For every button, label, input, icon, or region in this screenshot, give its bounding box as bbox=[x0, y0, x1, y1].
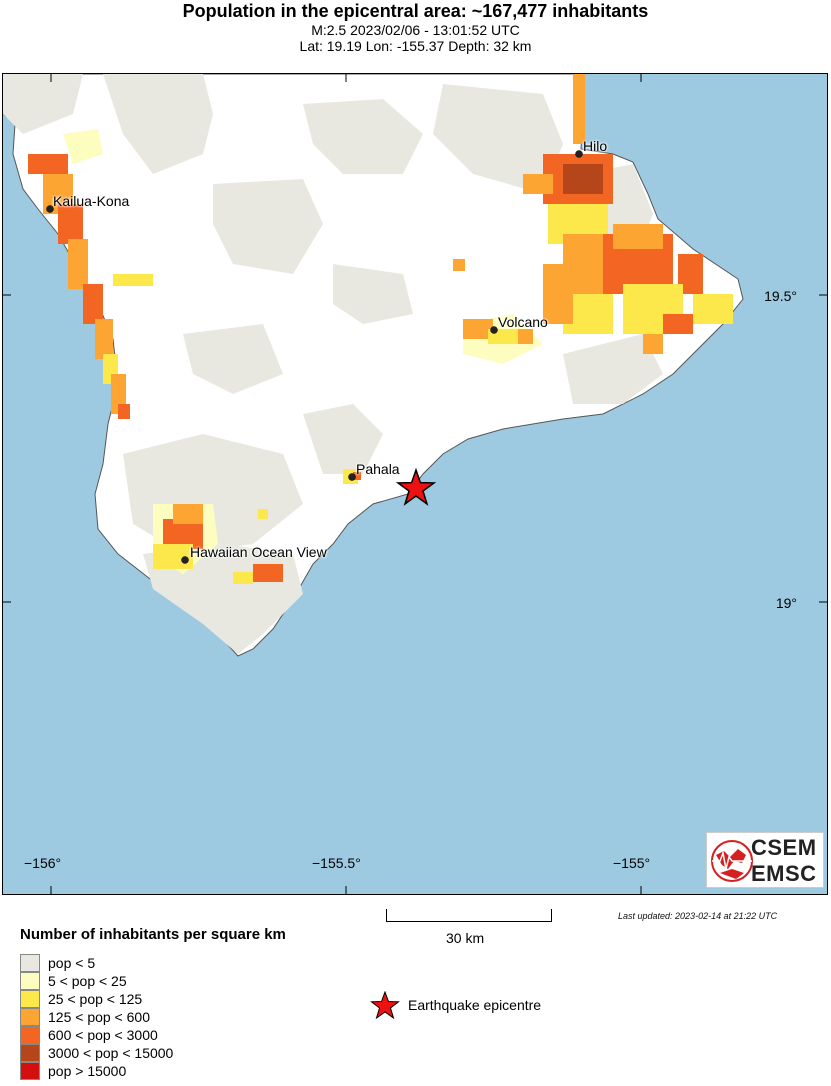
legend-item: pop < 5 bbox=[20, 954, 95, 972]
globe-logo-icon bbox=[711, 840, 753, 882]
epicenter-star[interactable] bbox=[395, 467, 437, 506]
logo-text-emsc: EMSC bbox=[751, 861, 817, 886]
emsc-logo[interactable]: CSEM EMSC bbox=[706, 832, 824, 888]
place-label-hilo: Hilo bbox=[583, 138, 608, 154]
map-canvas bbox=[3, 74, 827, 894]
map-panel[interactable]: Hilo Kailua-Kona Volcano Pahala Hawaiian… bbox=[2, 73, 828, 895]
epicenter-star-icon bbox=[370, 991, 400, 1019]
scale-bar-label: 30 km bbox=[446, 930, 485, 946]
legend-swatch bbox=[20, 1044, 40, 1062]
legend-label: 125 < pop < 600 bbox=[48, 1009, 150, 1025]
hilo-marker bbox=[575, 150, 583, 158]
volcano-marker bbox=[490, 326, 498, 334]
legend-item: 25 < pop < 125 bbox=[20, 990, 142, 1008]
legend-item: 5 < pop < 25 bbox=[20, 972, 127, 990]
legend-swatch bbox=[20, 954, 40, 972]
legend-item: 600 < pop < 3000 bbox=[20, 1026, 158, 1044]
map-title: Population in the epicentral area: ~167,… bbox=[182, 1, 649, 21]
pop-blocks-hilo bbox=[453, 74, 733, 354]
pahala-marker bbox=[348, 473, 356, 481]
last-updated: Last updated: 2023-02-14 at 21:22 UTC bbox=[618, 911, 778, 921]
legend-label: pop < 5 bbox=[48, 955, 96, 971]
logo-text-csem: CSEM bbox=[751, 835, 817, 860]
legend-swatch bbox=[20, 972, 40, 990]
hawaiian-ocean-view-marker bbox=[181, 556, 189, 564]
legend-item: 125 < pop < 600 bbox=[20, 1008, 150, 1026]
epicenter-legend-label: Earthquake epicentre bbox=[408, 997, 542, 1013]
lon-label-156: −156° bbox=[24, 855, 62, 871]
place-label-pahala: Pahala bbox=[356, 461, 400, 477]
scale-bar bbox=[386, 909, 552, 922]
graticule-ticks bbox=[3, 74, 827, 894]
lon-label-155-5: −155.5° bbox=[312, 855, 361, 871]
event-info: M:2.5 2023/02/06 - 13:01:52 UTC bbox=[311, 22, 520, 38]
legend-label: 25 < pop < 125 bbox=[48, 991, 143, 1007]
legend-label: 3000 < pop < 15000 bbox=[48, 1045, 174, 1061]
legend-label: 5 < pop < 25 bbox=[48, 973, 127, 989]
event-location: Lat: 19.19 Lon: -155.37 Depth: 32 km bbox=[299, 38, 532, 54]
kailua-kona-marker bbox=[46, 205, 54, 213]
place-label-hawaiian-ocean-view: Hawaiian Ocean View bbox=[190, 544, 327, 560]
place-label-volcano: Volcano bbox=[498, 314, 548, 330]
legend-label: pop > 15000 bbox=[48, 1063, 127, 1079]
lat-label-19-5: 19.5° bbox=[764, 288, 797, 304]
lon-label-155: −155° bbox=[613, 855, 651, 871]
legend-swatch bbox=[20, 1062, 40, 1080]
legend-title: Number of inhabitants per square km bbox=[20, 926, 286, 943]
legend-swatch bbox=[20, 1026, 40, 1044]
legend-swatch bbox=[20, 1008, 40, 1026]
epicenter-legend: Earthquake epicentre bbox=[370, 991, 541, 1019]
lat-label-19: 19° bbox=[775, 595, 797, 611]
legend-item: 3000 < pop < 15000 bbox=[20, 1044, 173, 1062]
pop-blocks-kona bbox=[28, 154, 153, 419]
place-markers bbox=[46, 150, 583, 564]
legend-swatch bbox=[20, 990, 40, 1008]
place-label-kailua-kona: Kailua-Kona bbox=[53, 193, 130, 209]
legend-label: 600 < pop < 3000 bbox=[48, 1027, 158, 1043]
legend-item: pop > 15000 bbox=[20, 1062, 126, 1080]
